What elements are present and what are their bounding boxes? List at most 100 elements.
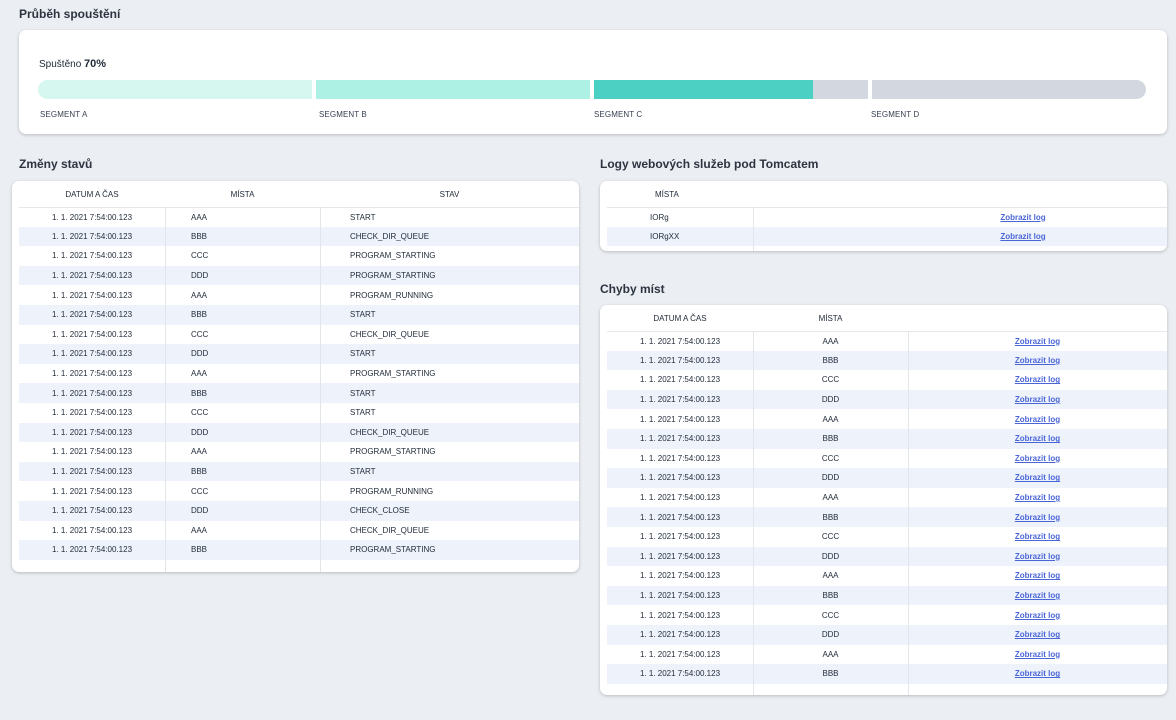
action-cell: Zobrazit log: [753, 226, 1167, 247]
action-cell: Zobrazit log: [908, 585, 1167, 606]
show-log-link[interactable]: Zobrazit log: [1014, 591, 1061, 601]
date-cell: 1. 1. 2021 7:54:00.123: [19, 344, 165, 364]
show-log-link[interactable]: Zobrazit log: [1014, 493, 1061, 503]
state-changes-table: DATUM A ČAS MÍSTA STAV 1. 1. 2021 7:54:0…: [19, 183, 579, 560]
tomcat-logs-table: MÍSTA IORg Zobrazit log IORgXX Zobrazit log: [607, 183, 1167, 247]
table-row: 1. 1. 2021 7:54:00.123 AAA START: [19, 207, 579, 227]
show-log-link[interactable]: Zobrazit log: [1014, 610, 1061, 620]
date-cell: 1. 1. 2021 7:54:00.123: [607, 468, 753, 488]
date-cell: 1. 1. 2021 7:54:00.123: [51, 329, 133, 339]
progress-label-text: Spuštěno: [39, 59, 82, 70]
table-row: 1. 1. 2021 7:54:00.123 DDD PROGRAM_STARTIN…: [19, 265, 579, 286]
table-row: 1. 1. 2021 7:54:00.123 CCC START: [19, 403, 579, 423]
date-cell: 1. 1. 2021 7:54:00.123: [607, 507, 753, 527]
date-cell: 1. 1. 2021 7:54:00.123: [19, 500, 165, 521]
action-cell: Zobrazit log: [908, 645, 1167, 665]
show-log-link[interactable]: Zobrazit log: [1014, 355, 1061, 365]
table-row: 1. 1. 2021 7:54:00.123 AAA PROGRAM_STARTIN…: [19, 442, 579, 462]
state-cell: CHECK_DIR_QUEUE: [320, 226, 579, 247]
state-cell: PROGRAM_STARTING: [320, 265, 579, 286]
action-cell: Zobrazit log: [908, 331, 1167, 351]
show-log-link[interactable]: Zobrazit log: [1014, 669, 1061, 679]
show-log-link[interactable]: Zobrazit log: [1014, 414, 1061, 424]
place-cell: IORgXX: [607, 226, 753, 247]
segment-b-label: SEGMENT B: [319, 110, 367, 119]
place-cell: IORg: [650, 212, 669, 222]
column-header-date: DATUM A ČAS: [19, 183, 165, 208]
date-cell: 1. 1. 2021 7:54:00.123: [639, 453, 721, 463]
state-cell: START: [320, 461, 579, 482]
place-cell: DDD: [753, 624, 908, 645]
show-log-link[interactable]: Zobrazit log: [1014, 571, 1061, 581]
show-log-link[interactable]: Zobrazit log: [1014, 453, 1061, 463]
date-cell: 1. 1. 2021 7:54:00.123: [51, 486, 133, 496]
place-cell: CCC: [821, 375, 840, 385]
show-log-link[interactable]: Zobrazit log: [1014, 336, 1061, 346]
table-row: 1. 1. 2021 7:54:00.123 DDD Zobrazit log: [607, 624, 1167, 645]
show-log-link[interactable]: Zobrazit log: [1014, 551, 1061, 561]
show-log-link[interactable]: Zobrazit log: [1014, 434, 1061, 444]
segment-c-bar: [594, 80, 868, 99]
date-cell: 1. 1. 2021 7:54:00.123: [607, 428, 753, 449]
date-cell: 1. 1. 2021 7:54:00.123: [19, 226, 165, 247]
action-cell: Zobrazit log: [908, 527, 1167, 547]
show-log-link[interactable]: Zobrazit log: [1014, 395, 1061, 405]
place-cell: AAA: [822, 649, 839, 659]
table-row: 1. 1. 2021 7:54:00.123 AAA Zobrazit log: [607, 645, 1167, 665]
column-divider: [320, 207, 321, 572]
show-log-link[interactable]: Zobrazit log: [1014, 512, 1061, 522]
table-row: 1. 1. 2021 7:54:00.123 AAA Zobrazit log: [607, 488, 1167, 508]
date-cell: 1. 1. 2021 7:54:00.123: [51, 369, 133, 379]
table-row: 1. 1. 2021 7:54:00.123 AAA Zobrazit log: [607, 566, 1167, 586]
progress-percent: 70%: [84, 58, 107, 70]
action-cell: Zobrazit log: [908, 449, 1167, 469]
date-cell: 1. 1. 2021 7:54:00.123: [639, 532, 721, 542]
table-row: 1. 1. 2021 7:54:00.123 BBB Zobrazit log: [607, 585, 1167, 606]
state-cell: PROGRAM_RUNNING: [350, 486, 434, 496]
date-cell: 1. 1. 2021 7:54:00.123: [607, 624, 753, 645]
show-log-link[interactable]: Zobrazit log: [1000, 212, 1046, 222]
state-cell: PROGRAM_RUNNING: [350, 290, 434, 300]
show-log-link[interactable]: Zobrazit log: [1014, 375, 1061, 385]
date-cell: 1. 1. 2021 7:54:00.123: [51, 251, 133, 261]
place-cell: CCC: [191, 408, 209, 418]
date-cell: 1. 1. 2021 7:54:00.123: [639, 610, 721, 620]
table-row: IORg Zobrazit log: [607, 207, 1167, 227]
show-log-link[interactable]: Zobrazit log: [1014, 473, 1061, 483]
state-cell: CHECK_DIR_QUEUE: [350, 329, 430, 339]
place-cell: AAA: [191, 212, 208, 222]
place-cell: DDD: [165, 265, 320, 286]
table-row: 1. 1. 2021 7:54:00.123 BBB Zobrazit log: [607, 507, 1167, 527]
place-cell: BBB: [165, 461, 320, 482]
show-log-link[interactable]: Zobrazit log: [1014, 649, 1061, 659]
place-cell: AAA: [191, 447, 208, 457]
show-log-link[interactable]: Zobrazit log: [1014, 532, 1061, 542]
show-log-link[interactable]: Zobrazit log: [1014, 630, 1061, 640]
state-cell: CHECK_DIR_QUEUE: [350, 525, 430, 535]
action-cell: Zobrazit log: [908, 370, 1167, 390]
action-cell: Zobrazit log: [908, 605, 1167, 625]
column-header-date: DATUM A ČAS: [607, 307, 753, 332]
place-cell: AAA: [191, 525, 208, 535]
table-row: 1. 1. 2021 7:54:00.123 AAA Zobrazit log: [607, 331, 1167, 351]
column-header-places: MÍSTA: [165, 183, 320, 208]
column-header-places: MÍSTA: [607, 183, 753, 208]
state-cell: PROGRAM_STARTING: [350, 251, 436, 261]
action-cell: Zobrazit log: [908, 409, 1167, 429]
place-cell: AAA: [822, 414, 839, 424]
place-cell: BBB: [753, 507, 908, 527]
table-row: 1. 1. 2021 7:54:00.123 CCC PROGRAM_RUNNING: [19, 481, 579, 501]
table-row: 1. 1. 2021 7:54:00.123 BBB PROGRAM_STARTIN…: [19, 540, 579, 560]
date-cell: 1. 1. 2021 7:54:00.123: [607, 389, 753, 410]
action-cell: Zobrazit log: [908, 664, 1167, 684]
date-cell: 1. 1. 2021 7:54:00.123: [51, 525, 133, 535]
date-cell: 1. 1. 2021 7:54:00.123: [19, 540, 165, 560]
show-log-link[interactable]: Zobrazit log: [1000, 231, 1046, 241]
table-row: 1. 1. 2021 7:54:00.123 DDD CHECK_CLOSE: [19, 500, 579, 521]
state-cell: CHECK_DIR_QUEUE: [320, 422, 579, 443]
date-cell: 1. 1. 2021 7:54:00.123: [639, 649, 721, 659]
progress-section-title: Průběh spouštění: [19, 7, 121, 21]
place-cell: CCC: [191, 329, 209, 339]
date-cell: 1. 1. 2021 7:54:00.123: [19, 383, 165, 403]
table-row: 1. 1. 2021 7:54:00.123 CCC PROGRAM_STARTIN…: [19, 246, 579, 266]
